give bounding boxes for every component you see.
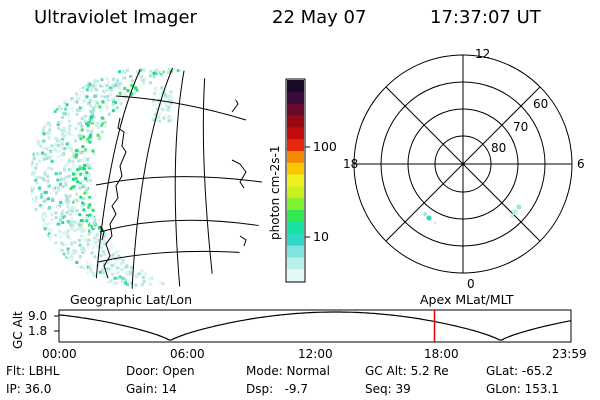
gc-altitude-info: GC Alt: 5.2 Re bbox=[365, 364, 449, 378]
colorbar-segment bbox=[287, 221, 304, 235]
earth-image-panel bbox=[30, 66, 263, 290]
colorbar-segment bbox=[287, 233, 304, 247]
colorbar-segment bbox=[287, 115, 304, 128]
gain-info: Gain: 14 bbox=[126, 382, 177, 396]
time-tick-0600: 06:00 bbox=[170, 347, 205, 361]
instrument-title: Ultraviolet Imager bbox=[34, 7, 197, 28]
colorbar-segment bbox=[287, 269, 304, 282]
polar-plot bbox=[353, 54, 573, 274]
geographic-longitude-info: GLon: 153.1 bbox=[486, 382, 559, 396]
door-info: Door: Open bbox=[126, 364, 195, 378]
coastline bbox=[99, 66, 247, 279]
time-label: 17:37:07 UT bbox=[430, 7, 541, 28]
geographic-latitude-info: GLat: -65.2 bbox=[486, 364, 553, 378]
mlt-label-0: 0 bbox=[467, 277, 475, 291]
altitude-plot: GC Alt bbox=[11, 309, 572, 349]
altitude-curve bbox=[58, 311, 572, 341]
colorbar: photon cm-2s-1 bbox=[268, 78, 310, 283]
mlt-label-6: 6 bbox=[577, 157, 585, 171]
colorbar-segment bbox=[287, 257, 304, 270]
time-tick-0000: 00:00 bbox=[42, 347, 77, 361]
colorbar-segment bbox=[287, 186, 304, 199]
altitude-ytick-label-9: 9.0 bbox=[28, 309, 48, 323]
colorbar-segment bbox=[287, 210, 304, 223]
sequence-info: Seq: 39 bbox=[365, 382, 411, 396]
mlt-line-diag-b bbox=[385, 86, 541, 242]
aurora-emission bbox=[30, 66, 212, 287]
colorbar-segment bbox=[287, 91, 304, 105]
altitude-ylabel: GC Alt bbox=[11, 311, 25, 349]
dsp-info: Dsp: -9.7 bbox=[246, 382, 309, 396]
colorbar-segment bbox=[287, 139, 304, 152]
altitude-ytick-label-1-8: 1.8 bbox=[28, 324, 48, 338]
filter-info: Flt: LBHL bbox=[6, 364, 60, 378]
colorbar-segment bbox=[287, 80, 304, 93]
colorbar-segment bbox=[287, 245, 304, 258]
time-tick-1200: 12:00 bbox=[298, 347, 333, 361]
mlat-label-70: 70 bbox=[513, 120, 529, 134]
colorbar-unit-label: photon cm-2s-1 bbox=[268, 146, 282, 241]
colorbar-gradient bbox=[287, 80, 304, 282]
polar-emission bbox=[423, 204, 522, 225]
mode-info: Mode: Normal bbox=[246, 364, 330, 378]
colorbar-segment bbox=[287, 198, 304, 211]
colorbar-segment bbox=[287, 103, 304, 117]
colorbar-segment bbox=[287, 150, 304, 164]
apex-projection-label: Apex MLat/MLT bbox=[420, 292, 514, 307]
colorbar-label-100: 100 bbox=[313, 139, 337, 154]
mlt-label-18: 18 bbox=[343, 157, 359, 171]
time-tick-2359: 23:59 bbox=[552, 347, 587, 361]
mlt-label-12: 12 bbox=[475, 47, 491, 61]
colorbar-label-10: 10 bbox=[313, 229, 329, 244]
mlat-label-60: 60 bbox=[533, 97, 549, 111]
geographic-grid bbox=[95, 66, 263, 290]
mlat-label-80: 80 bbox=[491, 141, 507, 155]
colorbar-segment bbox=[287, 127, 304, 140]
geographic-projection-label: Geographic Lat/Lon bbox=[70, 292, 192, 307]
colorbar-segment bbox=[287, 174, 304, 188]
altitude-plot-frame bbox=[58, 309, 572, 343]
colorbar-segment bbox=[287, 162, 304, 176]
date-label: 22 May 07 bbox=[272, 7, 367, 28]
ip-info: IP: 36.0 bbox=[6, 382, 52, 396]
time-tick-1800: 18:00 bbox=[424, 347, 459, 361]
